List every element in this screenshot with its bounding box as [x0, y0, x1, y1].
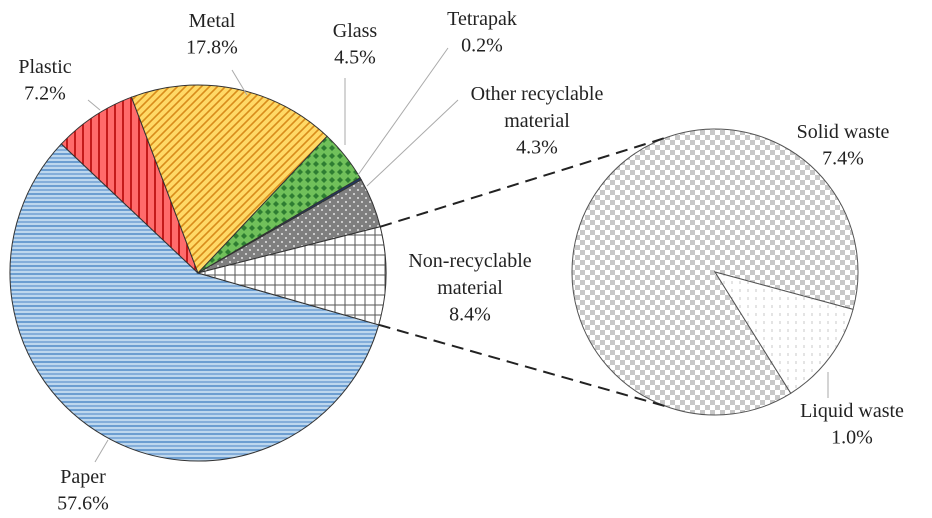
leader-line — [366, 99, 459, 187]
leader-line — [94, 439, 109, 463]
slice-value-label: 17.8% — [186, 37, 238, 59]
slice-label: Plastic — [18, 56, 71, 78]
leader-line — [357, 47, 449, 176]
pie-slice — [9, 143, 380, 462]
split-slice-label: Liquid waste — [800, 400, 904, 422]
leader-line — [231, 69, 248, 96]
leader-line — [87, 99, 101, 111]
slice-value-label: 0.2% — [461, 35, 503, 57]
pie-slice — [196, 226, 387, 326]
split-slice-label: Solid waste — [797, 121, 890, 143]
slice-value-label: 57.6% — [57, 493, 109, 515]
slice-value-label: 7.2% — [24, 83, 66, 105]
split-pie-slice — [713, 271, 854, 394]
pie-slice — [130, 84, 328, 274]
slice-label: Paper — [60, 466, 106, 488]
slice-label: Tetrapak — [447, 8, 517, 30]
slice-label: Metal — [189, 10, 236, 32]
slice-label: Non-recyclable material — [408, 250, 531, 299]
split-slice-value-label: 1.0% — [831, 427, 873, 449]
connector-line — [379, 136, 667, 228]
slice-label: Glass — [333, 20, 378, 42]
slice-label: Other recyclable material — [471, 83, 604, 132]
slice-value-label: 4.5% — [334, 47, 376, 69]
slice-value-label: 8.4% — [449, 304, 491, 326]
split-slice-value-label: 7.4% — [822, 148, 864, 170]
slice-value-label: 4.3% — [516, 137, 558, 159]
connector-line — [378, 323, 667, 408]
